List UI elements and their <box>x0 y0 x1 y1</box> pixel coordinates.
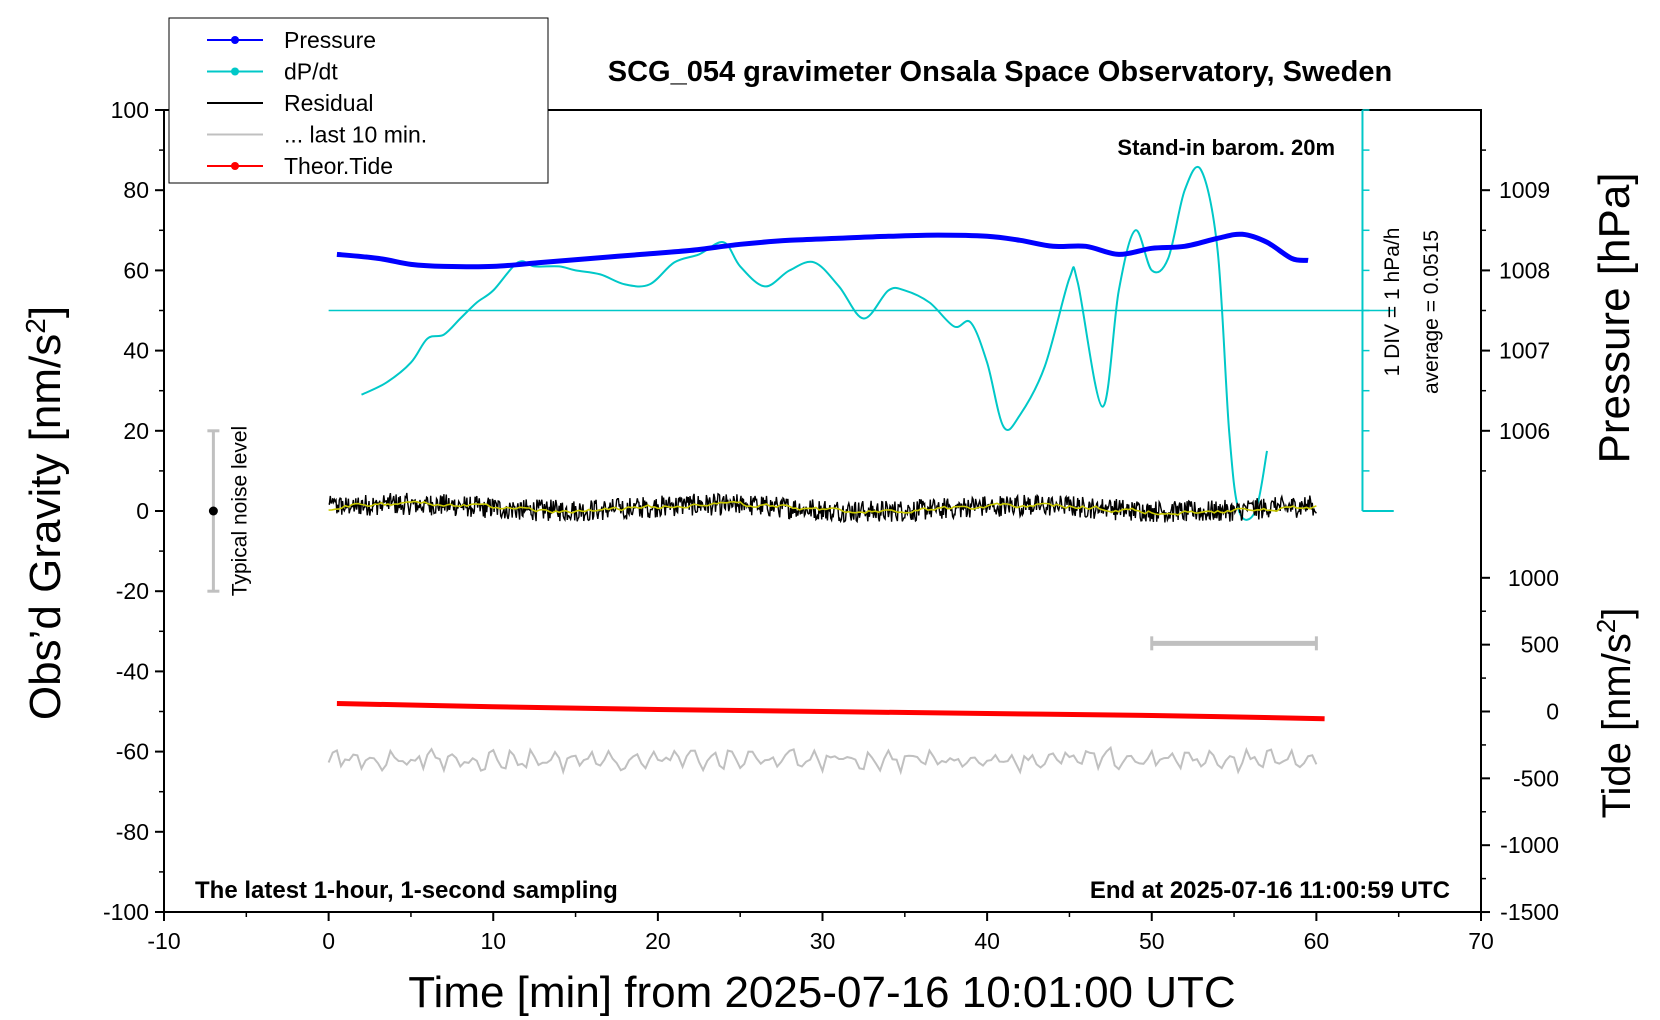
series-last-10-min <box>328 500 1317 516</box>
x-tick-label: 20 <box>645 928 671 954</box>
tide-tick-label: 1000 <box>1508 565 1559 591</box>
x-axis-label: Time [min] from 2025-07-16 10:01:00 UTC <box>408 968 1235 1017</box>
series-pressure <box>336 231 1309 270</box>
gray-time-bar <box>1150 636 1318 651</box>
average-label: average = 0.0515 <box>1420 230 1443 394</box>
legend-label: Residual <box>284 90 374 116</box>
y-tick-label: 80 <box>123 177 149 203</box>
x-tick-label: 70 <box>1468 928 1494 954</box>
legend-marker <box>231 67 239 76</box>
legend-label: Pressure <box>284 27 376 53</box>
series-theor-tide <box>336 701 1325 722</box>
x-axis: -10 0 10 20 30 40 50 60 70 <box>147 912 1494 954</box>
legend-label: dP/dt <box>284 59 338 85</box>
typical-noise-bar <box>207 429 220 593</box>
legend-label: Theor.Tide <box>284 153 393 179</box>
y-tick-label: -80 <box>116 819 149 845</box>
tide-tick-label: 500 <box>1521 632 1559 658</box>
series-noise-gray <box>327 745 1318 776</box>
series-dpdt <box>361 165 1268 521</box>
y-axis-tide-label: Tide [nm/s2] <box>1591 608 1639 819</box>
y-axis-left-label: Obs’d Gravity [nm/s2] <box>20 306 71 720</box>
tide-tick-label: -1500 <box>1500 899 1559 925</box>
y-tick-label: 20 <box>123 418 149 444</box>
y-axis-pressure: 1006 1007 1008 1009 <box>1481 149 1550 472</box>
div-label: 1 DIV = 1 hPa/h <box>1381 228 1404 377</box>
y-tick-label: -100 <box>103 899 149 925</box>
tide-tick-label: -500 <box>1513 765 1559 791</box>
y-tick-label: -40 <box>116 658 149 684</box>
x-tick-label: -10 <box>147 928 180 954</box>
y-axis-tide: -1500 -1000 -500 0 500 1000 <box>1481 565 1559 925</box>
y-tick-label: -60 <box>116 739 149 765</box>
y-axis-pressure-label: Pressure [hPa] <box>1590 172 1639 463</box>
pressure-tick-label: 1009 <box>1499 177 1550 203</box>
y-tick-label: 40 <box>123 338 149 364</box>
legend-marker <box>231 162 239 170</box>
tide-tick-label: 0 <box>1546 699 1559 725</box>
bottom-right-label: End at 2025-07-16 11:00:59 UTC <box>1090 877 1450 904</box>
y-tick-label: 100 <box>111 97 149 123</box>
y-axis-left: -100 -80 -60 -40 -20 0 20 40 60 80 100 <box>103 97 164 925</box>
x-tick-label: 10 <box>480 928 506 954</box>
legend-marker <box>231 36 239 44</box>
legend-label: ... last 10 min. <box>284 122 427 148</box>
x-tick-label: 0 <box>322 928 335 954</box>
y-tick-label: -20 <box>116 578 149 604</box>
legend: Pressure dP/dt Residual ... last 10 min. The… <box>168 17 549 184</box>
y-tick-label: 0 <box>136 498 149 524</box>
series-residual <box>328 492 1317 524</box>
x-tick-label: 50 <box>1139 928 1165 954</box>
tide-tick-label: -1000 <box>1500 832 1559 858</box>
pressure-tick-label: 1008 <box>1499 257 1550 283</box>
x-tick-label: 60 <box>1304 928 1330 954</box>
pressure-tick-label: 1006 <box>1499 418 1550 444</box>
chart-title: SCG_054 gravimeter Onsala Space Observat… <box>608 56 1392 88</box>
x-tick-label: 30 <box>810 928 836 954</box>
pressure-tick-label: 1007 <box>1499 338 1550 364</box>
noise-label: Typical noise level <box>228 426 251 596</box>
x-tick-label: 40 <box>974 928 1000 954</box>
stand-in-label: Stand-in barom. 20m <box>1117 135 1335 160</box>
noise-bar-dot <box>208 506 218 516</box>
bottom-left-label: The latest 1-hour, 1-second sampling <box>195 877 618 904</box>
y-tick-label: 60 <box>123 257 149 283</box>
legend-box <box>168 17 549 184</box>
